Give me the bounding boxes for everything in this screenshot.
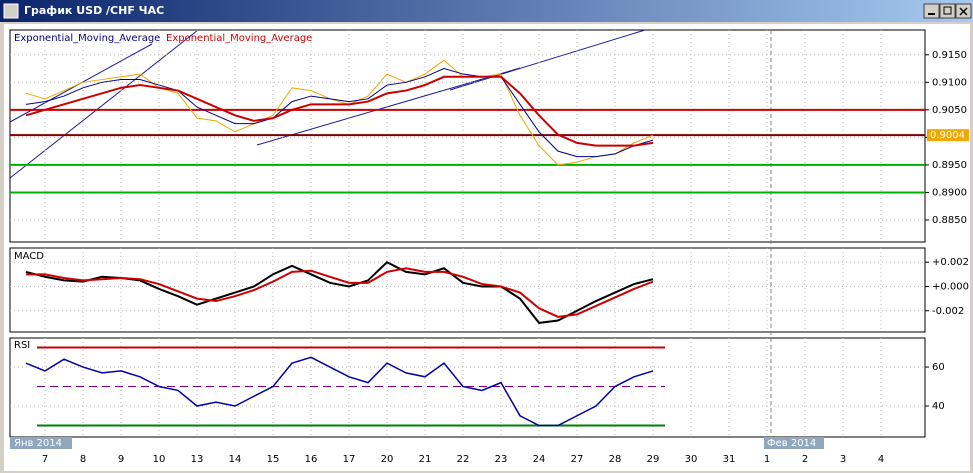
y-tick-label: 0.9150 <box>932 50 967 61</box>
x-tick-label: 2 <box>802 454 808 465</box>
period-label: Фев 2014 <box>767 438 816 449</box>
x-tick-label: 4 <box>878 454 884 465</box>
maximize-glyph <box>943 6 952 15</box>
x-tick-label: 7 <box>42 454 48 465</box>
window-buttons <box>923 3 972 19</box>
y-tick-label: 0.8950 <box>932 160 967 171</box>
period-box <box>10 437 72 449</box>
x-tick-label: 22 <box>457 454 470 465</box>
line <box>26 267 654 318</box>
x-tick-label: 16 <box>305 454 318 465</box>
x-tick-label: 9 <box>118 454 124 465</box>
x-tick-label: 10 <box>153 454 166 465</box>
y-tick-label: 40 <box>932 401 945 412</box>
x-tick-label: 21 <box>419 454 432 465</box>
last-price-label: 0.9004 <box>930 130 965 141</box>
trend-line <box>256 67 521 146</box>
y-tick-label: 0.8850 <box>932 215 967 226</box>
y-tick-label: 0.8900 <box>932 187 967 198</box>
y-tick-label: -0.002 <box>932 306 964 317</box>
x-tick-label: 14 <box>229 454 242 465</box>
x-tick-label: 23 <box>495 454 508 465</box>
x-tick-label: 3 <box>840 454 846 465</box>
x-tick-label: 1 <box>764 454 770 465</box>
minimize-button[interactable] <box>923 3 940 19</box>
window-icon <box>3 3 19 19</box>
y-tick-label: +0.000 <box>932 281 969 292</box>
y-tick-label: 60 <box>932 362 945 373</box>
y-tick-label: 0.9050 <box>932 105 967 116</box>
y-tick-label: +0.002 <box>932 257 969 268</box>
window-title: График USD /CHF ЧАС <box>24 4 164 17</box>
x-tick-label: 15 <box>267 454 280 465</box>
rsi-pane <box>9 337 926 438</box>
close-glyph <box>959 7 968 16</box>
period-label: Янв 2014 <box>14 438 62 449</box>
x-tick-label: 13 <box>191 454 204 465</box>
x-tick-label: 20 <box>381 454 394 465</box>
line <box>25 75 654 147</box>
last-price-box <box>927 129 969 142</box>
x-tick-label: 30 <box>685 454 698 465</box>
line <box>25 59 654 166</box>
pane-title: MACD <box>14 251 44 262</box>
maximize-button[interactable] <box>939 3 956 19</box>
line <box>25 68 654 158</box>
pane-title: RSI <box>14 340 30 351</box>
legend-entry: Exponential_Moving_Average <box>166 33 312 44</box>
period-box <box>764 437 824 449</box>
x-tick-label: 29 <box>647 454 660 465</box>
title-bar <box>0 0 973 22</box>
legend-entry: Exponential_Moving_Average <box>14 33 160 44</box>
x-tick-label: 28 <box>609 454 622 465</box>
x-tick-label: 27 <box>571 454 584 465</box>
y-tick-label: 0.9100 <box>932 77 967 88</box>
x-tick-label: 17 <box>343 454 356 465</box>
x-tick-label: 24 <box>533 454 546 465</box>
x-tick-label: 8 <box>80 454 86 465</box>
line <box>25 356 654 427</box>
x-tick-label: 31 <box>723 454 736 465</box>
macd-pane <box>9 247 926 333</box>
trend-line <box>449 29 646 91</box>
